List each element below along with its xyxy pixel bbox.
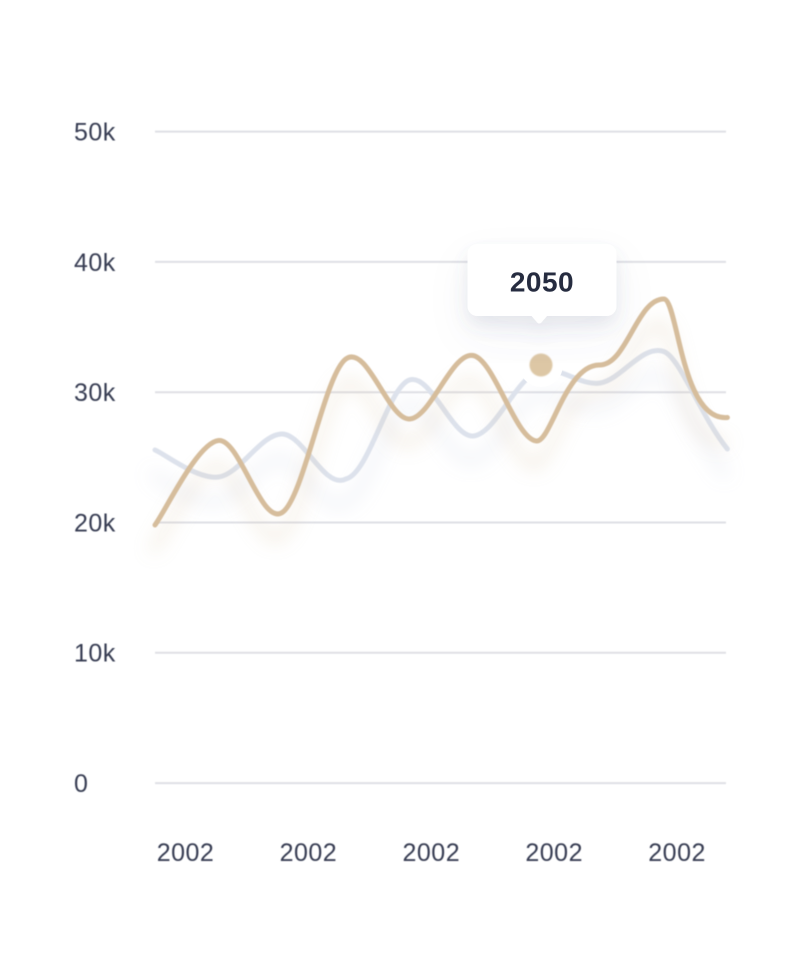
svg-text:2002: 2002 — [280, 839, 338, 867]
svg-text:30k: 30k — [74, 379, 116, 407]
svg-text:40k: 40k — [74, 249, 116, 277]
svg-text:2002: 2002 — [648, 839, 706, 867]
svg-text:0: 0 — [74, 770, 88, 798]
svg-text:20k: 20k — [74, 509, 116, 537]
svg-text:2002: 2002 — [525, 839, 583, 867]
svg-text:2050: 2050 — [510, 267, 574, 298]
svg-text:2002: 2002 — [157, 839, 215, 867]
svg-text:10k: 10k — [74, 640, 116, 668]
svg-text:2002: 2002 — [402, 839, 460, 867]
svg-text:50k: 50k — [74, 119, 116, 147]
